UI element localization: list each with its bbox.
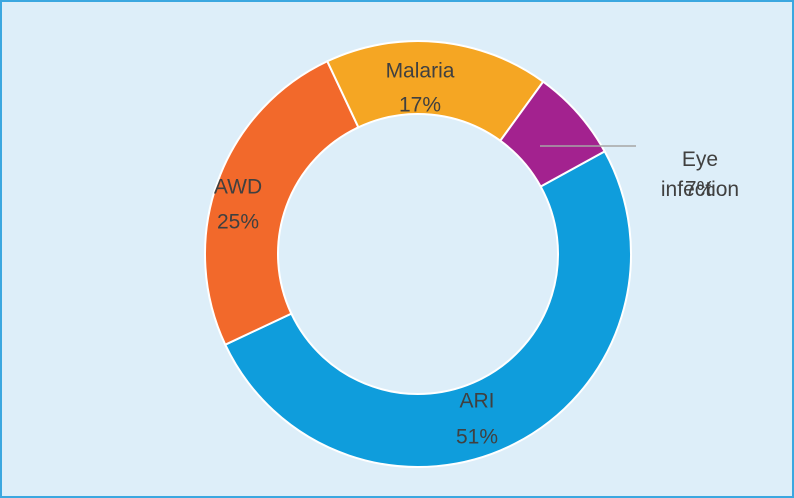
donut-segment xyxy=(498,80,607,188)
category-label: ARI xyxy=(459,390,494,413)
category-label: Malaria xyxy=(386,60,455,83)
value-label: 7% xyxy=(685,178,715,201)
donut-segment xyxy=(204,59,360,347)
donut-segment xyxy=(223,150,633,468)
value-label: 17% xyxy=(399,94,441,117)
category-label: Eye infection xyxy=(661,148,739,201)
category-label: AWD xyxy=(214,176,262,199)
value-label: 51% xyxy=(456,426,498,449)
value-label: 25% xyxy=(217,211,259,234)
